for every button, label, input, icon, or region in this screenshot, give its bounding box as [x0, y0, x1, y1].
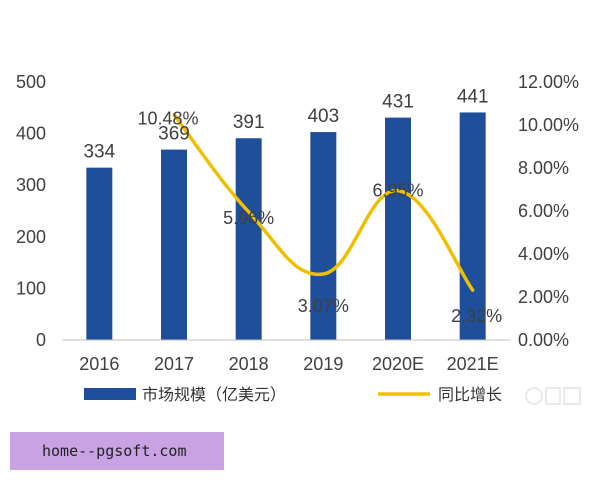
- y-left-tick-label: 100: [16, 278, 46, 298]
- bar-2020E: [385, 117, 411, 340]
- chart: 0 100 200 300 400 500 0.00% 2.00% 4.00% 6.00% 8.00…: [16, 72, 581, 405]
- watermark-banner: home--pgsoft.com: [10, 432, 224, 470]
- legend-label-bar: 市场规模（亿美元）: [142, 385, 286, 404]
- x-tick-label: 2017: [154, 354, 194, 374]
- line-value-label: 3.07%: [298, 296, 349, 316]
- legend: 市场规模（亿美元） 同比增长: [84, 385, 502, 404]
- bar-value-label: 441: [457, 86, 489, 107]
- x-tick-label: 2021E: [447, 354, 499, 374]
- bar-2017: [161, 149, 187, 340]
- line-value-label: 5.96%: [223, 208, 274, 228]
- y-left-tick-label: 0: [36, 330, 46, 350]
- axes-layer: 0 100 200 300 400 500 0.00% 2.00% 4.00% 6.00% 8.00…: [16, 72, 579, 374]
- bar-2021E: [459, 112, 486, 340]
- legend-swatch-bar: [84, 388, 136, 400]
- labels-layer: 334 369 391 403 431 441 10.48% 5.96% 3.07% 6.95% 2…: [83, 86, 502, 326]
- line-value-label: 6.95%: [372, 181, 423, 201]
- line-layer: [172, 112, 475, 292]
- logo-watermark: [525, 387, 581, 405]
- growth-line: [172, 112, 475, 292]
- y-right-tick-label: 4.00%: [518, 244, 569, 264]
- y-right-tick-label: 12.00%: [518, 72, 579, 92]
- y-right-tick-label: 6.00%: [518, 201, 569, 221]
- bar-value-label: 431: [382, 92, 414, 113]
- x-tick-label: 2018: [229, 354, 269, 374]
- legend-label-line: 同比增长: [438, 385, 502, 404]
- x-tick-label: 2020E: [372, 354, 424, 374]
- bar-value-label: 334: [83, 142, 115, 163]
- bar-2016: [86, 167, 113, 340]
- x-tick-label: 2019: [303, 354, 343, 374]
- line-value-label: 2.32%: [451, 306, 502, 326]
- y-left-tick-label: 300: [16, 175, 46, 195]
- bar-value-label: 391: [233, 112, 265, 133]
- bar-value-label: 403: [307, 106, 339, 127]
- y-right-tick-label: 10.00%: [518, 115, 579, 135]
- y-left-tick-label: 200: [16, 227, 46, 247]
- y-right-tick-label: 8.00%: [518, 158, 569, 178]
- bar-2019: [310, 132, 337, 340]
- x-tick-label: 2016: [79, 354, 119, 374]
- y-right-tick-label: 0.00%: [518, 330, 569, 350]
- bars-layer: [86, 112, 486, 340]
- y-right-tick-label: 2.00%: [518, 287, 569, 307]
- watermark-text: home--pgsoft.com: [42, 442, 187, 460]
- line-value-label: 10.48%: [137, 109, 198, 129]
- bar-value-label: 369: [158, 124, 190, 145]
- y-left-tick-label: 400: [16, 124, 46, 144]
- bar-2018: [235, 138, 262, 340]
- y-left-tick-label: 500: [16, 72, 46, 92]
